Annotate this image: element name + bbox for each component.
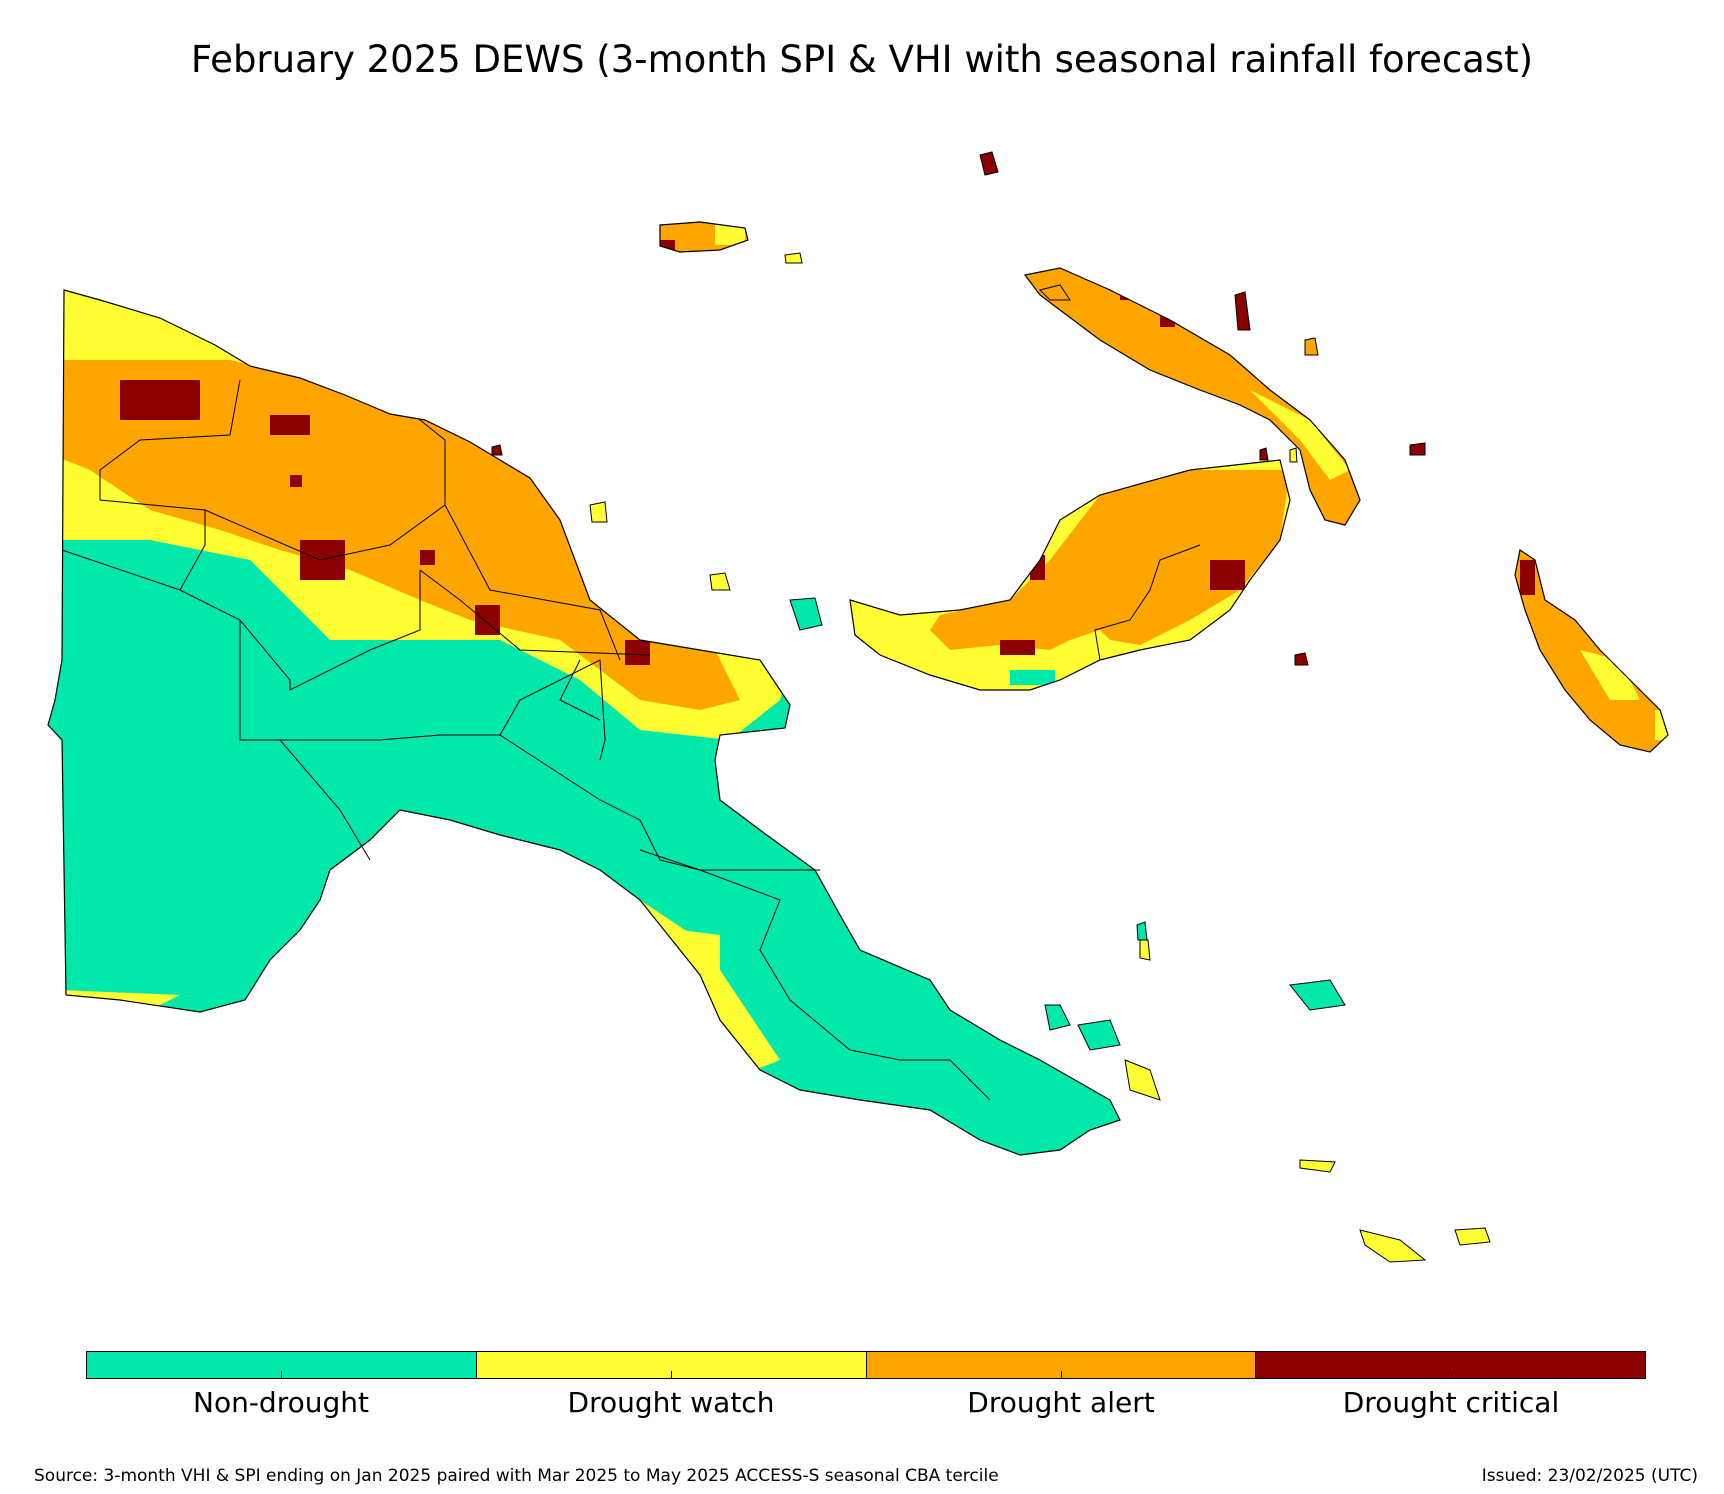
small-islands: [491, 151, 1491, 1263]
legend-label-drought-alert: Drought alert: [967, 1386, 1155, 1419]
legend-labels: Non-drought Drought watch Drought alert …: [86, 1386, 1646, 1419]
legend-swatch-non-drought: [87, 1352, 477, 1378]
legend-label-drought-critical: Drought critical: [1342, 1386, 1560, 1419]
issued-date: Issued: 23/02/2025 (UTC): [1481, 1466, 1698, 1486]
legend-colorbar: [86, 1351, 1646, 1379]
new-britain-drought-areas: [850, 460, 1290, 690]
bougainville-drought-areas: [1515, 550, 1668, 752]
legend-swatch-drought-critical: [1256, 1352, 1645, 1378]
legend-label-non-drought: Non-drought: [193, 1386, 369, 1419]
source-note: Source: 3-month VHI & SPI ending on Jan …: [34, 1466, 999, 1486]
legend-swatch-drought-watch: [476, 1352, 867, 1378]
manus-drought-areas: [660, 222, 748, 252]
drought-map: [47, 151, 1669, 1263]
legend-label-drought-watch: Drought watch: [567, 1386, 775, 1419]
map-title: February 2025 DEWS (3-month SPI & VHI wi…: [190, 38, 1534, 81]
province-borders: [61, 379, 991, 1101]
legend-swatch-drought-alert: [866, 1352, 1257, 1378]
mainland-drought-areas: [48, 290, 1120, 1155]
